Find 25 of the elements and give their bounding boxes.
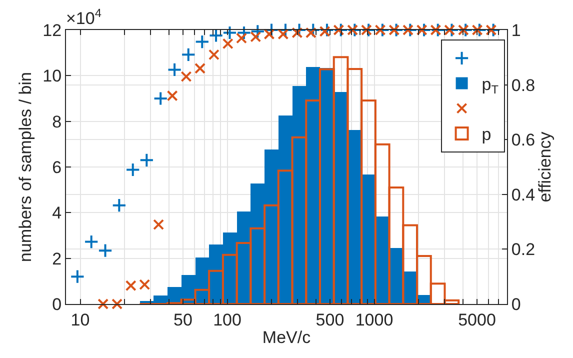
y2-tick-label: 0 <box>511 294 521 314</box>
x-tick-label: 10 <box>70 310 90 330</box>
y2-axis-title: efficiency <box>535 131 554 202</box>
x-axis-title: MeV/c <box>262 328 312 347</box>
y-tick-label: 6 <box>52 158 62 177</box>
x-tick-label: 1000 <box>355 310 394 330</box>
y2-tick-label: 0.4 <box>511 185 536 204</box>
y-tick-label: 2 <box>52 249 62 268</box>
y-axis-title: numbers of samples / bin <box>16 72 36 262</box>
y-tick-label: 12 <box>42 20 62 40</box>
y2-tick-label: 1 <box>511 20 521 40</box>
legend-label: p <box>482 125 492 144</box>
y2-tick-label: 0.8 <box>511 76 536 95</box>
x-tick-label: 50 <box>174 310 192 330</box>
x-tick-label: 5000 <box>458 310 496 330</box>
x-tick-label: 500 <box>316 310 344 330</box>
legend-label: p$_{T}$ <box>482 74 499 96</box>
x-tick-label: 100 <box>213 310 242 330</box>
y2-tick-label: 0.2 <box>511 240 536 260</box>
text: ×10$^{4}$ <box>66 6 102 28</box>
y2-tick-label: 0.6 <box>511 130 536 150</box>
y-tick-label: 4 <box>52 204 62 223</box>
y-tick-label: 10 <box>42 66 62 86</box>
y-tick-label: 8 <box>52 112 62 132</box>
y-tick-label: 0 <box>52 294 62 314</box>
